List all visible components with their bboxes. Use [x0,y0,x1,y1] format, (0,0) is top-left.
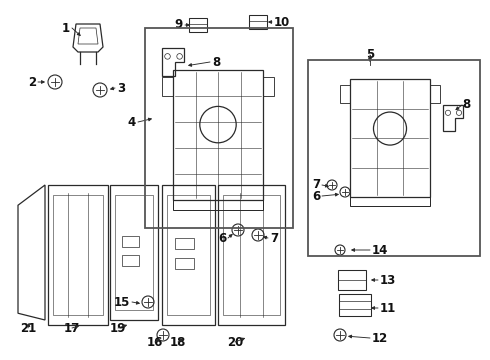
Bar [122,255,139,266]
Text: 21: 21 [20,321,36,334]
Text: 18: 18 [170,336,186,348]
Bar [339,294,371,316]
Text: 7: 7 [312,179,320,192]
Bar [341,85,350,103]
Bar [350,79,430,197]
Text: 7: 7 [270,231,278,244]
Bar [350,197,430,206]
Text: 3: 3 [117,81,125,94]
Bar [145,28,293,228]
Text: 1: 1 [62,22,70,35]
Bar [430,85,440,103]
Bar [122,236,139,247]
Text: 14: 14 [372,243,389,256]
Bar [173,70,263,200]
Text: 17: 17 [64,321,80,334]
Text: 4: 4 [128,116,136,129]
Bar [338,270,366,290]
Text: 10: 10 [274,15,290,28]
Bar [162,77,173,96]
Text: 20: 20 [227,336,243,348]
Text: 6: 6 [312,189,320,202]
Text: 5: 5 [366,49,374,62]
Bar [189,18,207,32]
Text: 6: 6 [218,231,226,244]
Bar [175,258,194,269]
Bar [173,200,263,210]
Bar [249,15,267,29]
Bar [263,77,274,96]
Text: 9: 9 [175,18,183,31]
Text: 8: 8 [212,55,220,68]
Text: 16: 16 [147,336,163,348]
Text: 12: 12 [372,332,388,345]
Text: 2: 2 [28,76,36,89]
Text: 13: 13 [380,274,396,287]
Text: 8: 8 [462,99,470,112]
Text: 11: 11 [380,302,396,315]
Bar [175,238,194,249]
Text: 19: 19 [110,321,126,334]
Text: 15: 15 [114,296,130,309]
Bar [308,60,480,256]
